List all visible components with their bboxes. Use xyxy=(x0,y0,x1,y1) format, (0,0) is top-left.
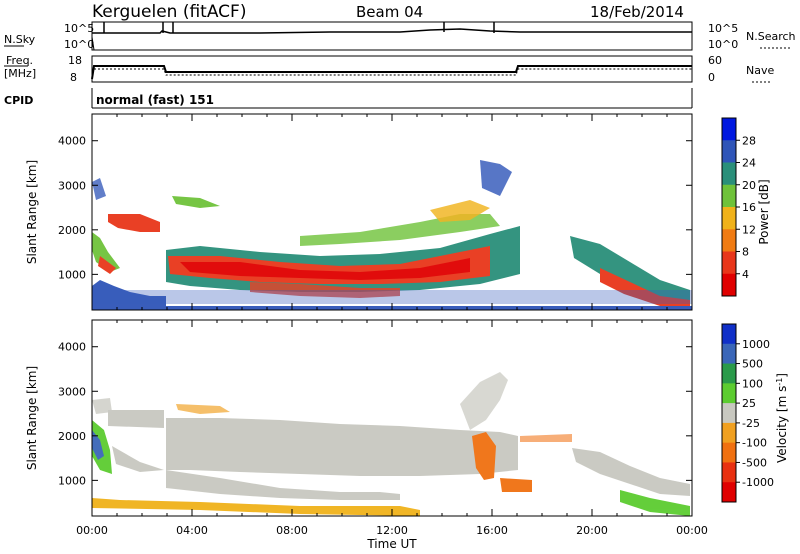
nsky-label: N.Sky xyxy=(4,33,36,46)
x-axis-label: Time UT xyxy=(366,537,417,551)
x-tick-labels: 00:00 04:00 08:00 12:00 16:00 20:00 00:00 xyxy=(76,524,708,537)
x-tick-label: 12:00 xyxy=(376,524,408,537)
freq-unit-label: [MHz] xyxy=(4,67,36,80)
velocity-x-ticks xyxy=(91,320,693,516)
velocity-y-tick-label: 1000 xyxy=(58,474,86,487)
velocity-colorbar-swatch xyxy=(722,383,736,404)
velocity-colorbar-swatch xyxy=(722,403,736,424)
velocity-colorbar-tick-label: 500 xyxy=(742,358,763,371)
velocity-panel: Slant Range [km] 1000 2000 3000 4000 1000 50… xyxy=(25,319,789,517)
x-tick-label: 08:00 xyxy=(276,524,308,537)
nsearch-label: N.Search xyxy=(746,30,796,43)
nsky-tick-top: 10^5 xyxy=(64,22,94,35)
power-colorbar-tick-label: 16 xyxy=(742,201,756,214)
nsky-trace xyxy=(92,28,692,34)
power-x-ticks xyxy=(91,114,693,310)
power-colorbar-tick-label: 24 xyxy=(742,157,756,170)
velocity-colorbar-tick-label: 25 xyxy=(742,397,756,410)
power-y-tick-label: 4000 xyxy=(58,135,86,148)
power-colorbar-swatch xyxy=(722,273,736,297)
power-colorbar-tick-label: 8 xyxy=(742,246,749,259)
velocity-data-layer xyxy=(92,372,690,516)
nsearch-tick-top: 10^5 xyxy=(708,22,738,35)
power-y-ticks: 1000 2000 3000 4000 xyxy=(58,135,692,281)
power-data-layer xyxy=(92,160,692,310)
cpid-value: normal (fast) 151 xyxy=(96,93,214,107)
power-colorbar-tick-label: 20 xyxy=(742,179,756,192)
velocity-colorbar-frame xyxy=(721,323,737,503)
power-colorbar-tick-label: 28 xyxy=(742,134,756,147)
nsky-tick-bottom: 10^0 xyxy=(64,38,94,51)
velocity-colorbar-tick-label: -500 xyxy=(742,456,767,469)
power-colorbar-swatch xyxy=(722,162,736,186)
freq-tick-bottom: 8 xyxy=(70,71,77,84)
x-tick-label: 16:00 xyxy=(476,524,508,537)
velocity-colorbar-swatch xyxy=(722,422,736,444)
power-y-tick-label: 2000 xyxy=(58,224,86,237)
nsky-start-tick xyxy=(91,36,95,51)
velocity-colorbar-swatch xyxy=(722,462,736,483)
nave-tick-bottom: 0 xyxy=(708,71,715,84)
velocity-colorbar-tick-label: 100 xyxy=(742,377,763,390)
velocity-colorbar-label-main: Velocity [m s xyxy=(775,386,789,463)
cpid-label: CPID xyxy=(4,94,33,107)
power-panel: Slant Range [km] 1000 2000 3000 4000 4 8 12 16… xyxy=(25,113,771,311)
velocity-colorbar-label: Velocity [m s-1] xyxy=(775,373,789,463)
nave-trace xyxy=(94,68,692,76)
velocity-y-label: Slant Range [km] xyxy=(25,366,39,470)
velocity-colorbar-swatch xyxy=(722,482,736,503)
power-colorbar-swatch xyxy=(722,229,736,252)
power-colorbar-swatch xyxy=(722,207,736,230)
velocity-colorbar-tick-label: -1000 xyxy=(742,476,774,489)
velocity-colorbar: 1000 500 100 25 -25 -100 -500 -1000 xyxy=(721,323,774,503)
x-tick-label: 00:00 xyxy=(676,524,708,537)
power-colorbar-label: Power [dB] xyxy=(757,179,771,244)
velocity-colorbar-label-sup: -1 xyxy=(775,378,784,386)
freq-panel-frame xyxy=(91,55,693,83)
freq-tick-top: 18 xyxy=(68,54,82,67)
velocity-y-tick-label: 4000 xyxy=(58,341,86,354)
nave-tick-top: 60 xyxy=(708,54,722,67)
velocity-colorbar-tick-label: -100 xyxy=(742,437,767,450)
freq-trace xyxy=(91,65,692,80)
power-colorbar-swatch xyxy=(722,251,736,275)
power-colorbar-swatch xyxy=(722,184,736,208)
velocity-colorbar-swatch xyxy=(722,363,736,384)
nsky-panel-frame xyxy=(91,21,693,51)
velocity-y-tick-label: 2000 xyxy=(58,430,86,443)
velocity-y-tick-label: 3000 xyxy=(58,385,86,398)
velocity-colorbar-tick-label: -25 xyxy=(742,417,760,430)
beam-title: Beam 04 xyxy=(356,3,423,21)
x-tick-label: 00:00 xyxy=(76,524,108,537)
velocity-colorbar-tick-label: 1000 xyxy=(742,338,770,351)
power-y-label: Slant Range [km] xyxy=(25,160,39,264)
freq-label: Freq. xyxy=(6,54,33,67)
power-colorbar-tick-label: 12 xyxy=(742,223,756,236)
nsearch-tick-bottom: 10^0 xyxy=(708,38,738,51)
power-colorbar: 4 8 12 16 20 24 28 xyxy=(721,117,756,297)
power-y-tick-label: 1000 xyxy=(58,268,86,281)
date-title: 18/Feb/2014 xyxy=(590,3,684,21)
power-colorbar-tick-label: 4 xyxy=(742,268,749,281)
power-colorbar-swatch xyxy=(722,118,736,141)
power-y-tick-label: 3000 xyxy=(58,179,86,192)
velocity-colorbar-swatch xyxy=(722,442,736,463)
power-colorbar-swatch xyxy=(722,140,736,163)
velocity-colorbar-swatch xyxy=(722,324,736,345)
velocity-colorbar-label-end: ] xyxy=(775,373,789,378)
velocity-y-ticks: 1000 2000 3000 4000 xyxy=(58,341,692,487)
x-tick-label: 04:00 xyxy=(176,524,208,537)
velocity-colorbar-swatch xyxy=(722,343,736,365)
nave-label: Nave xyxy=(746,64,774,77)
x-tick-label: 20:00 xyxy=(576,524,608,537)
station-title: Kerguelen (fitACF) xyxy=(92,2,246,22)
